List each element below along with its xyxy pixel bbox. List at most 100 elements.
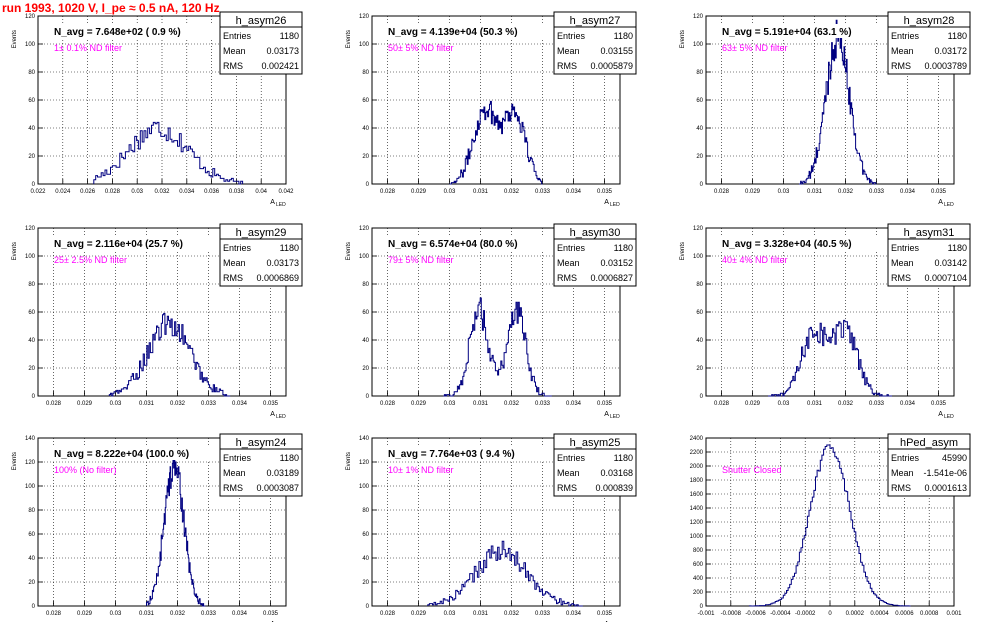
x-tick-label: 0.032: [170, 611, 186, 617]
y-tick-label: 80: [696, 70, 703, 76]
histogram-line: [748, 444, 911, 607]
x-tick-label: 0.035: [263, 401, 279, 407]
x-tick-label: 0.032: [504, 189, 520, 195]
stats-key: Entries: [223, 31, 252, 41]
x-axis-title: ALED: [604, 411, 620, 420]
stats-value: 45990: [942, 453, 967, 463]
y-tick-label: 800: [693, 548, 704, 554]
x-tick-label: 0.031: [473, 611, 489, 617]
y-tick-label: 100: [693, 254, 704, 260]
x-tick-label: 0.034: [232, 401, 248, 407]
y-tick-label: 40: [362, 338, 369, 344]
stats-value: 1180: [280, 31, 299, 41]
stats-title: h_asym28: [904, 15, 955, 27]
filter-annotation: 100% (No filter): [54, 465, 117, 475]
histogram-panel-h_asym29: 0.028 0.029 0.03 0.031 0.032 0.033 0.034 0.035 0…: [12, 223, 303, 420]
navg-label: N_avg = 5.191e+04 (63.1 %): [722, 27, 852, 38]
y-axis-title: Events: [346, 242, 352, 260]
x-tick-label: 0.042: [278, 189, 294, 195]
y-tick-label: 0: [32, 394, 36, 400]
stats-title: h_asym25: [570, 437, 621, 449]
x-tick-label: 0.034: [566, 189, 582, 195]
stats-value: 1180: [280, 453, 299, 463]
stats-box: [219, 11, 303, 75]
x-tick-label: -0.0008: [721, 611, 742, 617]
y-tick-label: 120: [25, 460, 36, 466]
y-tick-label: 100: [25, 484, 36, 490]
x-tick-label: -0.0004: [770, 611, 791, 617]
x-tick-label: 0.029: [411, 611, 427, 617]
x-tick-label: 0.032: [838, 401, 854, 407]
header-backdrop: [373, 446, 558, 460]
navg-label: N_avg = 4.139e+04 (50.3 %): [388, 27, 518, 38]
y-axis-title: Events: [680, 242, 686, 260]
x-tick-label: 0.033: [869, 401, 885, 407]
y-tick-label: 20: [362, 366, 369, 372]
x-tick-label: 0.032: [170, 401, 186, 407]
y-tick-label: 20: [696, 366, 703, 372]
stats-value: 0.000839: [595, 483, 633, 493]
y-tick-label: 60: [362, 310, 369, 316]
x-axis-title: ALED: [938, 411, 954, 420]
x-tick-label: 0.031: [807, 401, 823, 407]
stats-value: 1180: [948, 31, 967, 41]
y-tick-label: 1200: [690, 520, 704, 526]
y-tick-label: 40: [362, 126, 369, 132]
y-tick-label: 0: [32, 182, 36, 188]
x-tick-label: 0.035: [597, 189, 613, 195]
x-tick-label: 0.034: [566, 611, 582, 617]
x-tick-label: 0.04: [255, 189, 267, 195]
y-tick-label: 20: [362, 154, 369, 160]
stats-value: 1180: [614, 31, 633, 41]
x-tick-label: 0.029: [745, 189, 761, 195]
x-tick-label: 0.029: [411, 401, 427, 407]
y-tick-label: 40: [28, 126, 35, 132]
y-tick-label: 0: [700, 604, 704, 610]
y-axis-title: Events: [680, 30, 686, 48]
x-tick-label: 0.03: [778, 401, 790, 407]
x-tick-label: -0.001: [697, 611, 715, 617]
stats-title: h_asym27: [570, 15, 621, 27]
stats-key: Mean: [891, 468, 914, 478]
x-tick-label: 0.034: [900, 189, 916, 195]
filter-annotation: 1± 0.1% ND filter: [54, 43, 122, 53]
y-tick-label: 1400: [690, 506, 704, 512]
stats-value: 0.0001613: [924, 483, 967, 493]
stats-value: 0.0007104: [924, 273, 967, 283]
y-tick-label: 80: [362, 70, 369, 76]
y-tick-label: 120: [693, 226, 704, 232]
x-tick-label: 0.038: [229, 189, 245, 195]
x-tick-label: 0.03: [110, 611, 122, 617]
x-tick-label: 0.028: [714, 189, 730, 195]
x-axis-title: ALED: [270, 411, 286, 420]
header-backdrop: [39, 24, 224, 38]
histogram-line: [146, 449, 206, 607]
histogram-line: [93, 121, 244, 185]
stats-value: 0.0003087: [256, 483, 299, 493]
x-tick-label: 0.031: [473, 401, 489, 407]
x-tick-label: 0.0004: [870, 611, 889, 617]
stats-title: h_asym31: [904, 227, 955, 239]
stats-box: [887, 433, 971, 497]
header-backdrop: [39, 446, 224, 460]
x-tick-label: 0.028: [105, 189, 121, 195]
stats-key: RMS: [223, 61, 243, 71]
x-tick-label: 0.036: [204, 189, 220, 195]
stats-title: h_asym24: [236, 437, 287, 449]
y-tick-label: 40: [696, 126, 703, 132]
y-tick-label: 80: [362, 508, 369, 514]
stats-value: 0.03173: [266, 258, 299, 268]
x-tick-label: 0.029: [411, 189, 427, 195]
histogram-panel-h_asym31: 0.028 0.029 0.03 0.031 0.032 0.033 0.034 0.035 0…: [680, 223, 971, 420]
y-axis-title: Events: [346, 452, 352, 470]
page-title: run 1993, 1020 V, I_pe ≈ 0.5 nA, 120 Hz: [2, 1, 220, 15]
x-tick-label: 0.033: [535, 611, 551, 617]
y-tick-label: 2000: [690, 464, 704, 470]
x-tick-label: 0.035: [597, 611, 613, 617]
x-tick-label: 0.035: [931, 189, 947, 195]
navg-label: N_avg = 3.328e+04 (40.5 %): [722, 239, 852, 250]
stats-key: Entries: [223, 453, 252, 463]
x-tick-label: 0.028: [380, 401, 396, 407]
stats-box: [887, 223, 971, 287]
